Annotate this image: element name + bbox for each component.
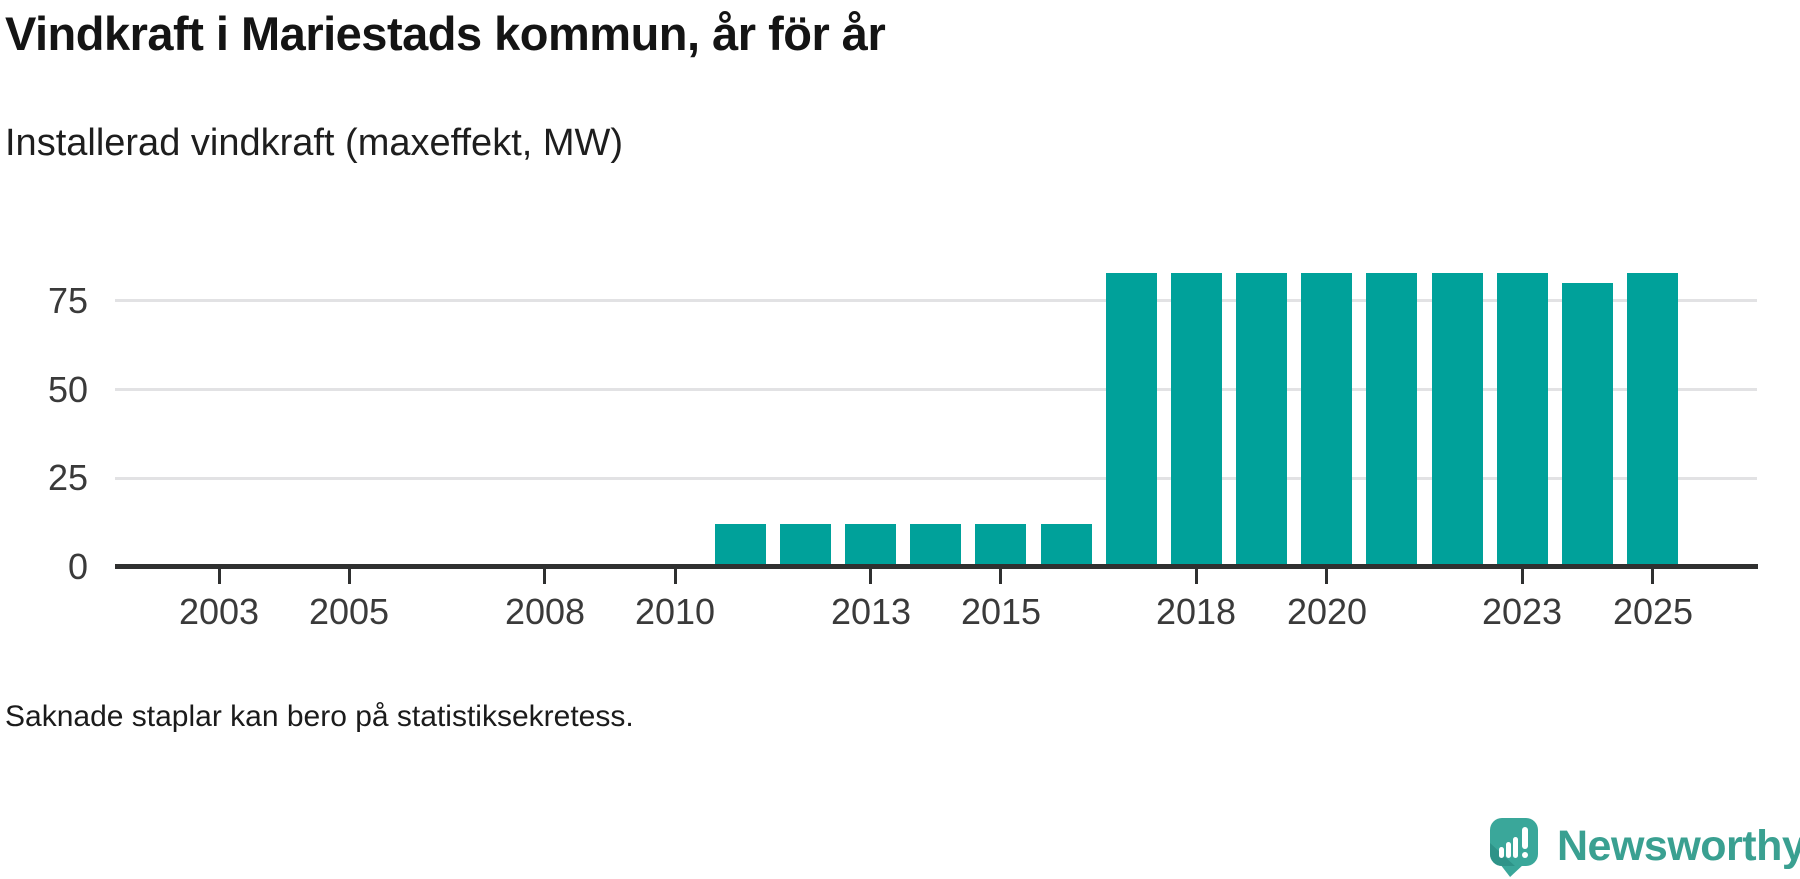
footnote: Saknade staplar kan bero på statistiksek… (5, 700, 634, 733)
x-tick-label-2010: 2010 (634, 591, 716, 632)
bar-2018 (1171, 273, 1222, 567)
y-tick-label-50: 50 (47, 369, 88, 410)
newsworthy-logo-icon (1490, 818, 1538, 878)
logo-bubble (1490, 818, 1538, 866)
bar-2013 (845, 524, 896, 567)
gridline-75 (115, 299, 1757, 302)
bar-2024 (1562, 283, 1613, 567)
x-tick-2025 (1651, 566, 1654, 584)
x-tick-2010 (674, 566, 677, 584)
x-tick-2003 (218, 566, 221, 584)
logo-bar-1 (1499, 847, 1504, 858)
gridline-50 (115, 388, 1757, 391)
logo-bar-2 (1506, 842, 1511, 858)
gridline-25 (115, 477, 1757, 480)
x-tick-2013 (869, 566, 872, 584)
x-tick-label-2008: 2008 (504, 591, 586, 632)
logo-bar-3 (1513, 837, 1518, 858)
x-tick-label-2003: 2003 (178, 591, 260, 632)
bar-2020 (1301, 273, 1352, 567)
x-tick-2008 (543, 566, 546, 584)
bar-2015 (975, 524, 1026, 567)
y-tick-label-75: 75 (47, 280, 88, 321)
chart-subtitle: Installerad vindkraft (maxeffekt, MW) (5, 122, 624, 164)
logo-exclamation-stem (1522, 827, 1528, 849)
y-tick-label-25: 25 (47, 457, 88, 498)
bar-2021 (1366, 273, 1417, 567)
x-tick-2018 (1195, 566, 1198, 584)
newsworthy-logo-text: Newsworthy (1557, 822, 1800, 870)
newsworthy-logo: Newsworthy (1490, 818, 1800, 878)
bar-2022 (1432, 273, 1483, 567)
x-tick-label-2020: 2020 (1286, 591, 1368, 632)
x-axis-line (115, 564, 1758, 569)
x-tick-label-2018: 2018 (1155, 591, 1237, 632)
x-tick-2023 (1521, 566, 1524, 584)
x-tick-label-2005: 2005 (308, 591, 390, 632)
y-tick-label-0: 0 (67, 546, 88, 587)
bar-2014 (910, 524, 961, 567)
bar-2011 (715, 524, 766, 567)
logo-exclamation-dot (1522, 852, 1528, 858)
chart-title: Vindkraft i Mariestads kommun, år för år (5, 7, 886, 60)
bar-2017 (1106, 273, 1157, 567)
x-tick-label-2015: 2015 (960, 591, 1042, 632)
bar-2012 (780, 524, 831, 567)
x-tick-2005 (348, 566, 351, 584)
bar-2019 (1236, 273, 1287, 567)
bar-2023 (1497, 273, 1548, 567)
x-tick-label-2025: 2025 (1612, 591, 1694, 632)
bar-2016 (1041, 524, 1092, 567)
x-tick-label-2013: 2013 (830, 591, 912, 632)
x-tick-2015 (999, 566, 1002, 584)
x-tick-label-2023: 2023 (1481, 591, 1563, 632)
x-tick-2020 (1325, 566, 1328, 584)
bar-2025 (1627, 273, 1678, 567)
